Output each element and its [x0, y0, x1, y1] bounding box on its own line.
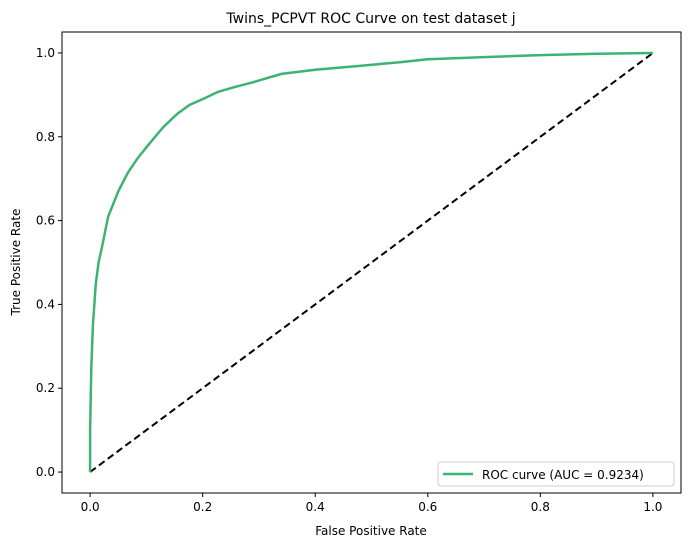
y-tick-label: 1.0 — [36, 46, 55, 60]
y-axis-label: True Positive Rate — [9, 209, 23, 317]
legend: ROC curve (AUC = 0.9234) — [437, 461, 675, 487]
x-tick-label: 0.0 — [81, 500, 100, 514]
x-axis-label: False Positive Rate — [315, 524, 427, 538]
x-tick-label: 0.4 — [306, 500, 325, 514]
x-tick-label: 0.8 — [531, 500, 550, 514]
legend-box — [437, 461, 675, 487]
y-tick-label: 0.4 — [36, 297, 55, 311]
legend-label: ROC curve (AUC = 0.9234) — [482, 468, 644, 482]
x-tick-label: 0.2 — [193, 500, 212, 514]
roc-curve-line — [88, 51, 653, 472]
chance-diagonal-line — [89, 52, 654, 473]
x-tick-label: 1.0 — [643, 500, 662, 514]
y-tick-label: 0.2 — [36, 381, 55, 395]
y-tick-label: 0.8 — [36, 130, 55, 144]
plot-frame — [61, 31, 682, 494]
x-tick-label: 0.6 — [418, 500, 437, 514]
y-tick-label: 0.0 — [36, 465, 55, 479]
y-tick-label: 0.6 — [36, 214, 55, 228]
chart-title: Twins_PCPVT ROC Curve on test dataset j — [225, 11, 515, 27]
